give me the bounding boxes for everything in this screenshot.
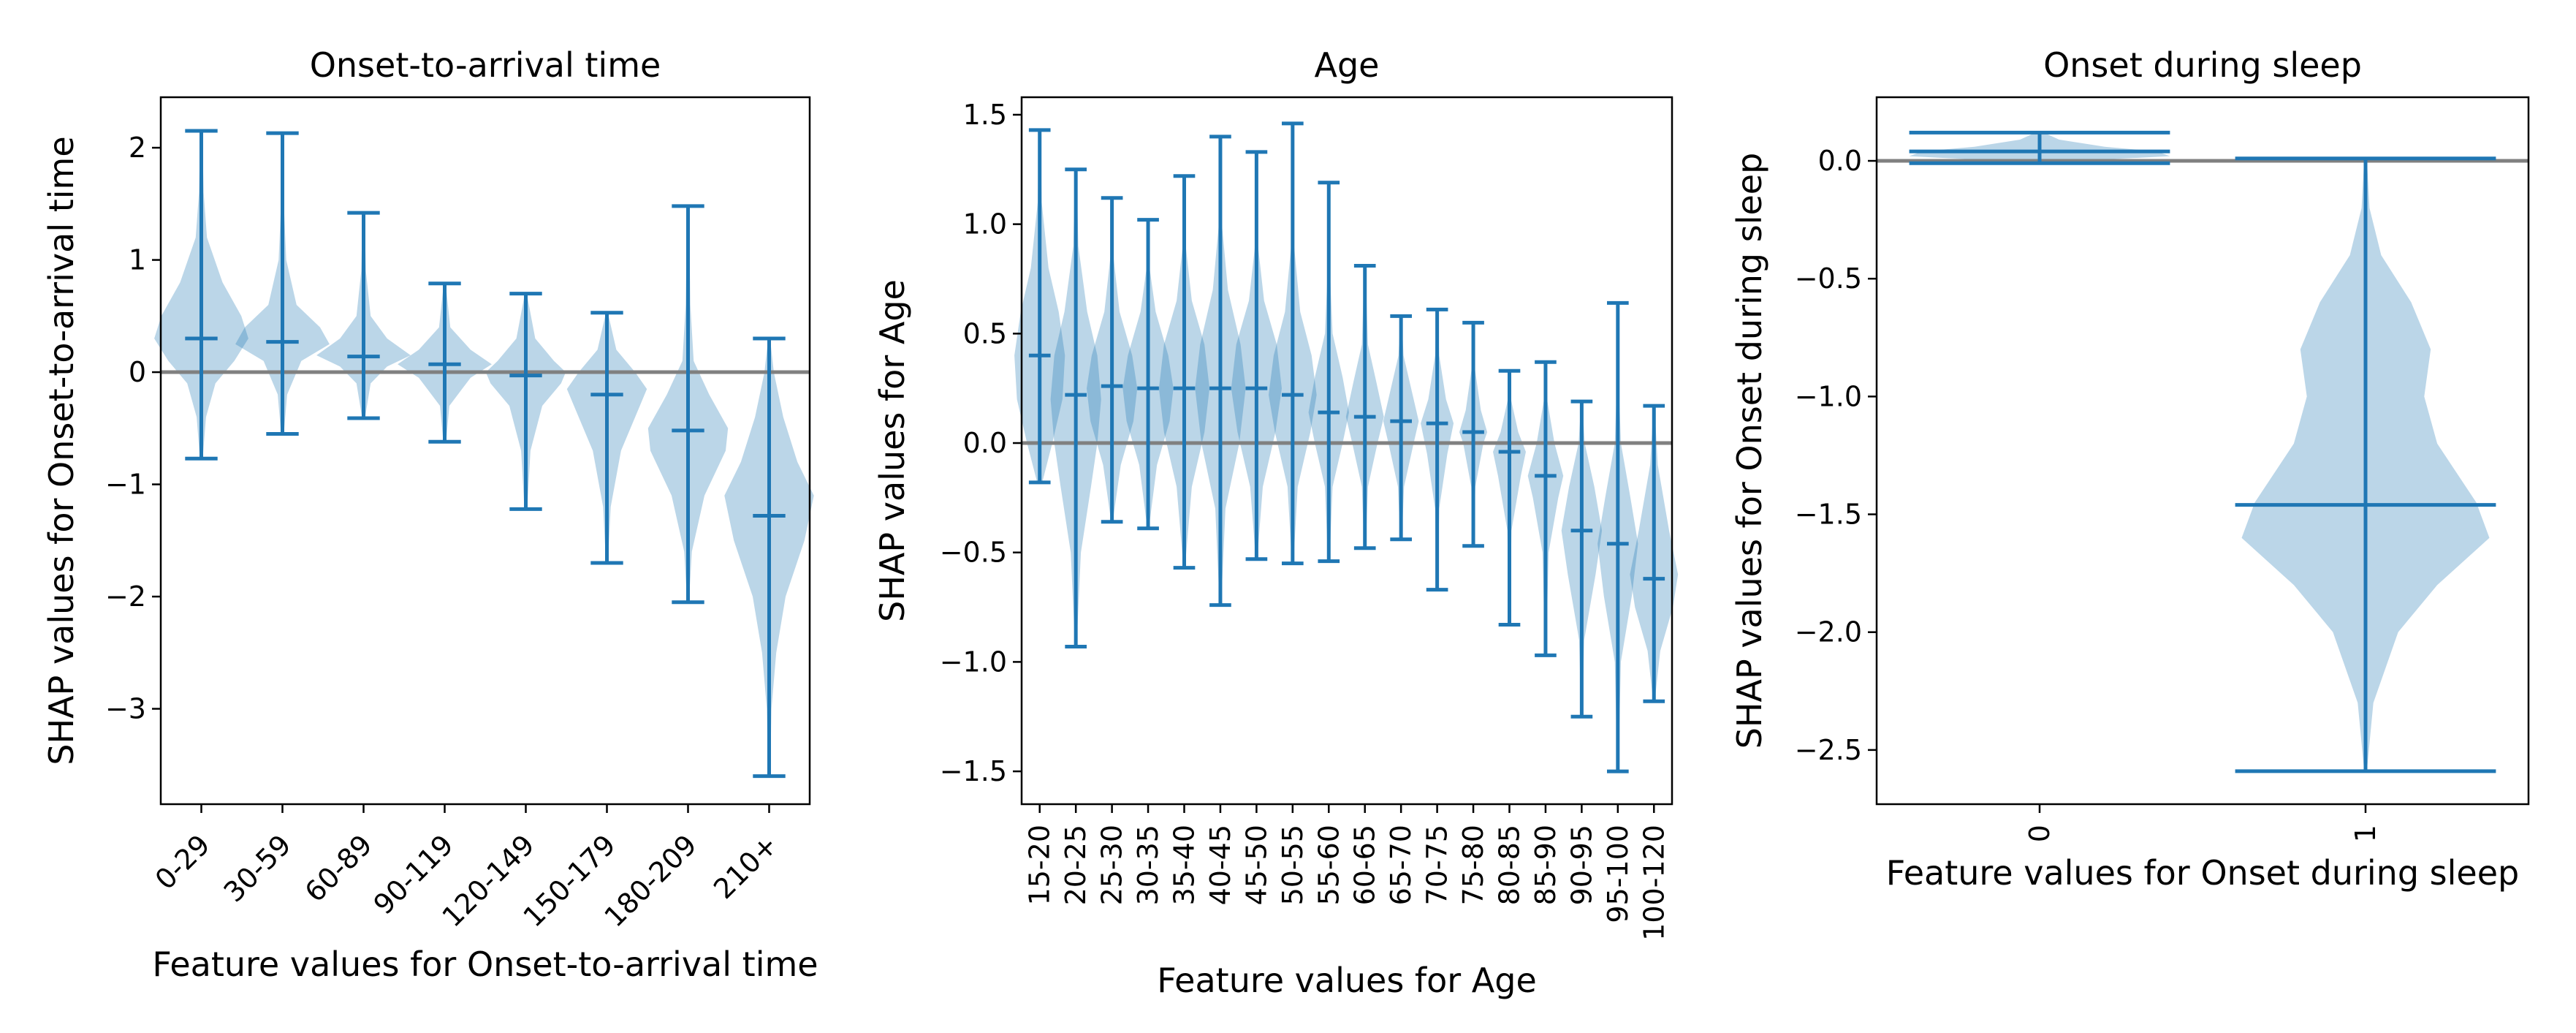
x-tick-label: 25-30 [1096,825,1128,905]
x-tick-label: 60-89 [299,828,379,908]
x-tick-label: 45-50 [1240,825,1272,905]
x-tick-label: 60-65 [1349,825,1381,905]
x-tick-label: 95-100 [1602,825,1634,923]
y-tick-label: 0.0 [963,427,1007,459]
plot-area: −1.5−1.0−0.50.00.51.01.515-20 20-25 25-30 3… [940,96,1679,941]
axes-frame [1020,96,1673,806]
x-tick-label: 55-60 [1312,825,1345,905]
x-axis-label: Feature values for Age [1157,961,1537,1000]
x-tick-label: 80-85 [1494,825,1526,905]
x-tick-label: 1 [2349,825,2382,842]
y-tick-label: 2 [129,132,146,164]
x-axis-label: Feature values for Onset during sleep [1886,853,2519,893]
panel-onset-to-arrival: Onset-to-arrival time Feature values for… [42,45,818,984]
y-tick-label: −2.5 [1795,734,1862,766]
y-tick-label: −1.5 [940,755,1007,787]
y-tick-label: 0.0 [1818,145,1862,177]
y-tick-label: 0 [129,356,146,388]
x-tick-label: 70-75 [1421,825,1454,905]
x-tick-label: 0 [2024,825,2056,842]
chart-title: Age [1315,45,1380,85]
x-tick-label: 40-45 [1204,825,1236,905]
y-tick-label: −0.5 [1795,262,1862,295]
x-tick-label: 35-40 [1169,825,1201,905]
y-tick-label: −2.0 [1795,616,1862,648]
y-tick-label: 1.0 [963,208,1007,241]
x-tick-label: 30-59 [218,828,297,908]
x-tick-label: 20-25 [1060,825,1092,905]
x-tick-label: 100-120 [1638,825,1670,941]
y-tick-label: 0.5 [963,317,1007,349]
x-tick-label: 210+ [707,828,784,905]
y-tick-label: −3 [105,693,146,725]
y-tick-label: −1 [105,469,146,501]
y-tick-label: −0.5 [940,537,1007,569]
chart-title: Onset-to-arrival time [310,45,661,85]
y-axis-label: SHAP values for Age [873,279,912,622]
y-tick-label: −1.5 [1795,499,1862,531]
axes-frame [159,96,811,806]
panel-onset-during-sleep: Onset during sleep Feature values for On… [1730,45,2530,893]
y-axis-label: SHAP values for Onset-to-arrival time [42,136,81,765]
chart-title: Onset during sleep [2043,45,2362,85]
y-tick-label: 1.5 [963,99,1007,131]
y-tick-label: 1 [129,244,146,276]
x-tick-label: 75-80 [1457,825,1489,905]
x-tick-label: 90-95 [1565,825,1597,905]
x-tick-label: 50-55 [1277,825,1309,905]
x-tick-label: 85-90 [1530,825,1562,905]
panel-age: Age Feature values for Age SHAP values f… [873,45,1679,1000]
y-axis-label: SHAP values for Onset during sleep [1730,153,1769,749]
y-tick-label: −2 [105,580,146,613]
x-tick-label: 65-70 [1385,825,1417,905]
plot-area: −2.5 −2.0 −1.5 −1.0 −0.5 0.0 0 1 [1795,96,2530,842]
x-tick-label: 0-29 [149,828,216,896]
x-tick-label: 15-20 [1024,825,1056,905]
y-tick-label: −1.0 [1795,380,1862,412]
x-axis-label: Feature values for Onset-to-arrival time [152,945,818,984]
x-tick-label: 30-35 [1132,825,1164,905]
y-tick-label: −1.0 [940,646,1007,678]
axes-frame [1875,96,2530,806]
